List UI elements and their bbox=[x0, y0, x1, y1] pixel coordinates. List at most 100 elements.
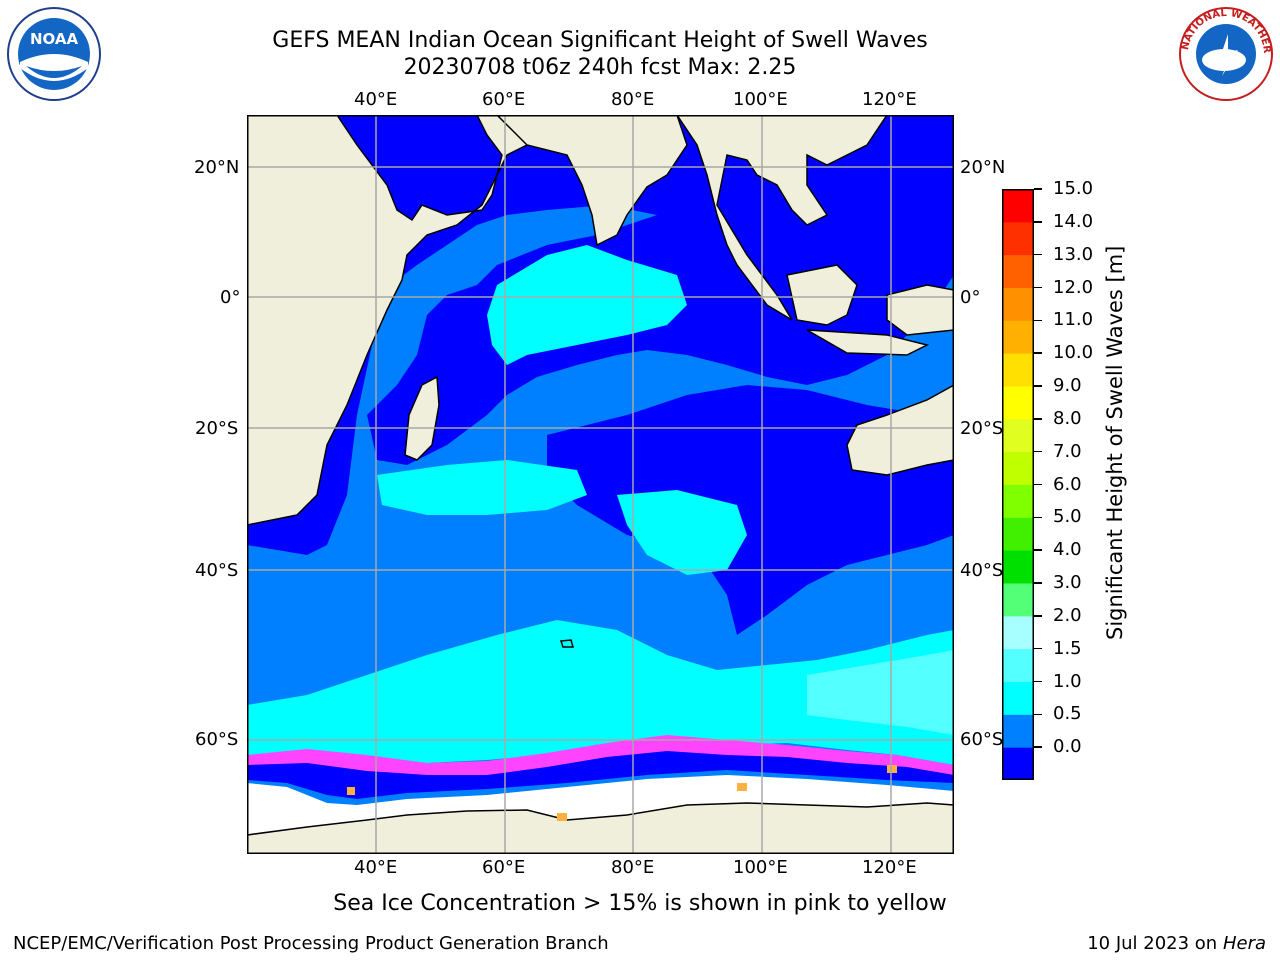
lon-tick-bottom: 80°E bbox=[611, 857, 655, 878]
colorbar-tick-mark bbox=[1034, 319, 1042, 322]
graticule bbox=[247, 115, 954, 854]
lat-tick-right: 20°N bbox=[960, 157, 1006, 178]
ocean-light-north bbox=[487, 245, 687, 365]
lon-tick-bottom: 60°E bbox=[482, 857, 526, 878]
lon-tick-bottom: 100°E bbox=[733, 857, 788, 878]
colorbar-tick-mark bbox=[1034, 582, 1042, 584]
lat-tick-right: 40°S bbox=[960, 560, 1004, 581]
colorbar-segment bbox=[1002, 484, 1034, 518]
lat-tick-right: 20°S bbox=[960, 418, 1004, 439]
colorbar-segment bbox=[1002, 287, 1034, 321]
noaa-logo: NOAA bbox=[6, 6, 102, 106]
colorbar-segment bbox=[1002, 615, 1034, 650]
colorbar-tick-label: 9.0 bbox=[1053, 375, 1082, 396]
colorbar-segment bbox=[1002, 451, 1034, 485]
colorbar-segment bbox=[1002, 353, 1034, 387]
colorbar bbox=[1002, 189, 1034, 784]
colorbar-tick-mark bbox=[1034, 385, 1042, 387]
lat-tick-right: 60°S bbox=[960, 729, 1004, 750]
chart-title: GEFS MEAN Indian Ocean Significant Heigh… bbox=[272, 28, 928, 53]
colorbar-frame bbox=[1002, 189, 1034, 780]
lon-tick-top: 120°E bbox=[862, 89, 917, 110]
colorbar-tick-mark bbox=[1034, 713, 1042, 716]
colorbar-segment bbox=[1002, 221, 1034, 256]
map-panel bbox=[246, 114, 955, 858]
ocean-light-mid1 bbox=[377, 460, 587, 515]
lat-tick-left: 20°S bbox=[195, 418, 239, 439]
sumatra-borneo-land bbox=[786, 264, 955, 356]
ocean-lighter-south bbox=[807, 650, 954, 735]
lat-tick-left: 60°S bbox=[195, 729, 239, 750]
colorbar-tick-mark bbox=[1034, 615, 1042, 617]
lon-tick-bottom: 120°E bbox=[862, 857, 917, 878]
colorbar-tick-label: 0.5 bbox=[1053, 703, 1082, 725]
lat-tick-right: 0° bbox=[960, 287, 981, 308]
nws-logo: NATIONAL WEATHER SERVICE bbox=[1174, 0, 1274, 106]
colorbar-segment bbox=[1002, 583, 1034, 617]
colorbar-tick-mark bbox=[1034, 680, 1042, 683]
lon-tick-top: 100°E bbox=[733, 89, 788, 110]
colorbar-svg bbox=[1002, 189, 1034, 781]
india-land bbox=[495, 114, 688, 247]
se-asia-land bbox=[675, 114, 889, 321]
antarctica-land bbox=[246, 802, 955, 855]
chart-subtitle: 20230708 t06z 240h fcst Max: 2.25 bbox=[403, 55, 797, 80]
kerguelen-outline bbox=[559, 639, 574, 648]
colorbar-segment bbox=[1002, 714, 1034, 748]
ice-edge-inner bbox=[247, 751, 954, 799]
colorbar-segment bbox=[1002, 254, 1034, 288]
colorbar-segment bbox=[1002, 747, 1034, 781]
colorbar-tick-label: 4.0 bbox=[1053, 539, 1082, 561]
colorbar-segment bbox=[1002, 681, 1034, 715]
colorbar-tick-mark bbox=[1034, 483, 1042, 486]
colorbar-tick-label: 15.0 bbox=[1053, 178, 1094, 199]
australia-land bbox=[846, 383, 955, 476]
colorbar-tick-mark bbox=[1034, 352, 1042, 354]
footer-host: Hera bbox=[1222, 933, 1266, 954]
lat-tick-left: 20°N bbox=[194, 157, 240, 178]
colorbar-tick-label: 0.0 bbox=[1053, 736, 1082, 758]
colorbar-segment bbox=[1002, 550, 1034, 584]
colorbar-tick-label: 1.0 bbox=[1053, 670, 1082, 692]
lon-tick-top: 40°E bbox=[354, 89, 398, 110]
colorbar-tick-label: 12.0 bbox=[1053, 276, 1094, 298]
noaa-logo-text: NOAA bbox=[30, 30, 79, 48]
colorbar-tick-mark bbox=[1034, 746, 1042, 748]
colorbar-tick-label: 14.0 bbox=[1053, 210, 1094, 232]
colorbar-label: Significant Height of Swell Waves [m] bbox=[1103, 245, 1127, 640]
lat-tick-left: 0° bbox=[220, 287, 241, 308]
colorbar-tick-label: 6.0 bbox=[1053, 473, 1082, 495]
colorbar-segment bbox=[1002, 418, 1034, 453]
colorbar-tick-label: 2.0 bbox=[1053, 604, 1082, 626]
ocean-light-south bbox=[247, 620, 954, 765]
ice-spot bbox=[887, 765, 897, 773]
colorbar-segment bbox=[1002, 517, 1034, 551]
colorbar-tick-label: 11.0 bbox=[1053, 309, 1094, 331]
colorbar-tick-label: 10.0 bbox=[1053, 342, 1094, 364]
colorbar-tick-mark bbox=[1034, 516, 1042, 519]
colorbar-tick-mark bbox=[1034, 188, 1042, 190]
colorbar-tick-label: 7.0 bbox=[1053, 440, 1082, 462]
map-frame bbox=[247, 115, 954, 854]
lon-tick-top: 80°E bbox=[611, 89, 655, 110]
lon-tick-bottom: 40°E bbox=[354, 857, 398, 878]
footer-right: 10 Jul 2023 on Hera bbox=[1087, 933, 1266, 954]
colorbar-tick-mark bbox=[1034, 418, 1042, 420]
footer-left: NCEP/EMC/Verification Post Processing Pr… bbox=[13, 933, 609, 954]
lat-tick-left: 40°S bbox=[195, 560, 239, 581]
lon-tick-top: 60°E bbox=[482, 89, 526, 110]
sea-ice-caption: Sea Ice Concentration > 15% is shown in … bbox=[333, 891, 947, 916]
colorbar-tick-mark bbox=[1034, 221, 1042, 223]
madagascar-land bbox=[404, 375, 440, 461]
colorbar-tick-label: 8.0 bbox=[1053, 407, 1082, 429]
colorbar-tick-label: 5.0 bbox=[1053, 506, 1082, 528]
colorbar-tick-mark bbox=[1034, 286, 1042, 289]
colorbar-tick-mark bbox=[1034, 549, 1042, 551]
colorbar-tick-label: 13.0 bbox=[1053, 243, 1094, 265]
colorbar-tick-label: 1.5 bbox=[1053, 637, 1082, 659]
colorbar-segment bbox=[1002, 648, 1034, 682]
ice-spot bbox=[737, 783, 747, 791]
colorbar-segment bbox=[1002, 189, 1034, 223]
colorbar-tick-mark bbox=[1034, 253, 1042, 256]
footer-date: 10 Jul 2023 on bbox=[1087, 933, 1223, 954]
